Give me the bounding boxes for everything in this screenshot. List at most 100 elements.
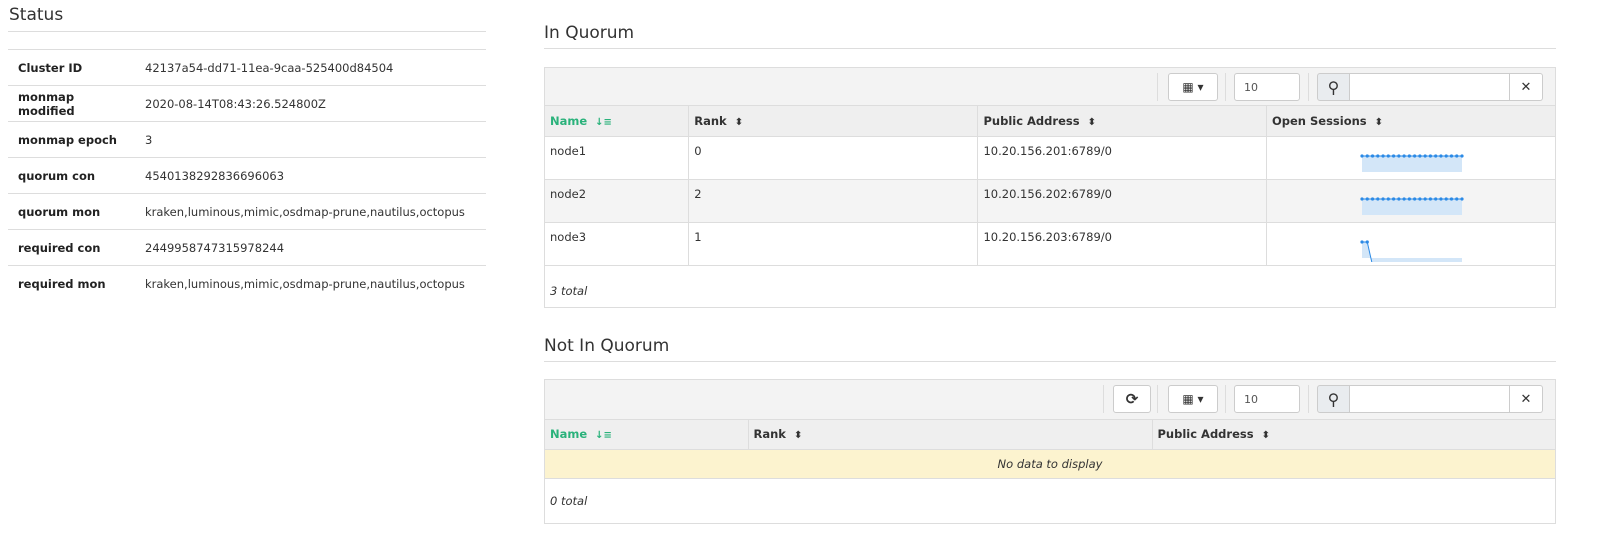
status-value: 2020-08-14T08:43:26.524800Z xyxy=(135,85,486,122)
sparkline-point xyxy=(1413,153,1417,158)
status-row: monmap epoch 3 xyxy=(8,121,486,158)
clear-search-button[interactable]: ✕ xyxy=(1510,73,1543,101)
sparkline-point xyxy=(1455,196,1459,201)
column-header-rank[interactable]: Rank ⬍ xyxy=(688,106,979,137)
status-key: quorum con xyxy=(8,157,135,194)
not-in-quorum-panel: ⟳ ▦ ▾ 10 ⚲ ✕ Name ↓≡ Rank ⬍ Public Address ⬍… xyxy=(544,379,1556,524)
column-header-public-address[interactable]: Public Address ⬍ xyxy=(1152,420,1555,450)
sparkline-point xyxy=(1434,153,1438,158)
clear-search-button[interactable]: ✕ xyxy=(1510,385,1543,413)
sparkline-point xyxy=(1376,196,1380,201)
sparkline-point xyxy=(1402,196,1406,201)
node-name-link[interactable]: node1 xyxy=(545,136,690,180)
sort-icon: ⬍ xyxy=(1374,116,1384,128)
sparkline-point xyxy=(1449,196,1454,201)
sparkline-point xyxy=(1397,196,1401,201)
sparkline-point xyxy=(1418,153,1422,158)
column-header-name[interactable]: Name ↓≡ xyxy=(545,106,690,137)
divider xyxy=(544,48,1556,49)
status-row: Cluster ID 42137a54-dd71-11ea-9caa-525400… xyxy=(8,49,486,86)
sort-icon: ⬍ xyxy=(734,116,744,128)
search-icon: ⚲ xyxy=(1317,385,1350,413)
column-toggle-button[interactable]: ▦ ▾ xyxy=(1168,73,1218,101)
sessions-cell xyxy=(1266,222,1555,267)
sparkline-point xyxy=(1381,196,1385,201)
address-cell: 10.20.156.203:6789/0 xyxy=(977,222,1267,266)
rank-cell: 0 xyxy=(688,136,979,180)
refresh-icon: ⟳ xyxy=(1125,390,1139,408)
sparkline-point xyxy=(1423,153,1427,158)
sparkline-point xyxy=(1365,196,1369,201)
status-value: 42137a54-dd71-11ea-9caa-525400d84504 xyxy=(135,49,486,86)
address-cell: 10.20.156.202:6789/0 xyxy=(977,179,1267,223)
status-table: Cluster ID 42137a54-dd71-11ea-9caa-525400… xyxy=(8,49,486,302)
sort-asc-icon: ↓≡ xyxy=(595,116,612,128)
in-quorum-title: In Quorum xyxy=(544,23,635,43)
status-title: Status xyxy=(9,5,64,25)
sort-icon: ⬍ xyxy=(793,430,803,442)
column-toggle-button[interactable]: ▦ ▾ xyxy=(1168,385,1218,413)
node-name-link[interactable]: node3 xyxy=(545,222,690,266)
status-value: 4540138292836696063 xyxy=(135,157,486,194)
page-limit-input[interactable]: 10 xyxy=(1234,73,1300,101)
node-name-link[interactable]: node2 xyxy=(545,179,690,223)
page-limit-input[interactable]: 10 xyxy=(1234,385,1300,413)
status-key: monmap epoch xyxy=(8,121,135,158)
address-cell: 10.20.156.201:6789/0 xyxy=(977,136,1267,180)
sparkline-point xyxy=(1434,196,1438,201)
status-key: monmap modified xyxy=(8,85,135,122)
status-key: quorum mon xyxy=(8,193,135,230)
in-quorum-table: Name ↓≡ Rank ⬍ Public Address ⬍ Open Sessio… xyxy=(545,106,1555,267)
sparkline-point xyxy=(1370,153,1375,158)
not-in-quorum-title: Not In Quorum xyxy=(544,336,670,356)
sparkline-point xyxy=(1376,153,1380,158)
table-row: node2 2 10.20.156.202:6789/0 xyxy=(545,179,1555,223)
column-header-rank[interactable]: Rank ⬍ xyxy=(748,420,1153,450)
empty-message: No data to display xyxy=(545,449,1555,479)
rank-cell: 1 xyxy=(688,222,979,266)
sparkline-point xyxy=(1360,153,1364,158)
sessions-cell xyxy=(1266,136,1555,180)
status-value: kraken,luminous,mimic,osdmap-prune,nauti… xyxy=(135,265,486,302)
sparkline-point xyxy=(1460,196,1464,201)
refresh-button[interactable]: ⟳ xyxy=(1113,385,1151,413)
table-footer-total: 0 total xyxy=(550,494,588,508)
search-input[interactable] xyxy=(1350,73,1510,101)
sparkline-area xyxy=(1362,155,1462,172)
sparkline-point xyxy=(1391,153,1396,158)
sparkline-area xyxy=(1362,198,1462,215)
sort-icon: ⬍ xyxy=(1261,430,1270,442)
column-header-open-sessions[interactable]: Open Sessions ⬍ xyxy=(1266,106,1555,137)
divider xyxy=(8,31,486,32)
search-input[interactable] xyxy=(1350,385,1510,413)
sparkline-point xyxy=(1397,153,1401,158)
status-key: Cluster ID xyxy=(8,49,135,86)
open-sessions-sparkline xyxy=(1360,239,1464,267)
sparkline-area xyxy=(1362,241,1462,265)
sparkline-point xyxy=(1413,196,1417,201)
status-row: quorum con 4540138292836696063 xyxy=(8,157,486,194)
status-row: monmap modified 2020-08-14T08:43:26.52480… xyxy=(8,85,486,122)
sparkline-point xyxy=(1444,196,1448,201)
sparkline-point xyxy=(1360,239,1364,244)
sessions-cell xyxy=(1266,179,1555,223)
sparkline-point xyxy=(1455,153,1459,158)
sparkline-point xyxy=(1444,153,1448,158)
status-row: required mon kraken,luminous,mimic,osdmap… xyxy=(8,265,486,302)
sparkline-point xyxy=(1423,196,1427,201)
sparkline-point xyxy=(1418,196,1422,201)
sparkline-point xyxy=(1449,153,1454,158)
sparkline-point xyxy=(1391,196,1396,201)
sparkline-point xyxy=(1386,196,1390,201)
sort-icon: ⬍ xyxy=(1087,116,1096,128)
sparkline-point xyxy=(1381,153,1385,158)
column-header-public-address[interactable]: Public Address ⬍ xyxy=(977,106,1267,137)
column-header-name[interactable]: Name ↓≡ xyxy=(545,420,749,450)
sparkline-point xyxy=(1402,153,1406,158)
sort-asc-icon: ↓≡ xyxy=(595,430,612,442)
status-key: required mon xyxy=(8,265,135,302)
status-row: quorum mon kraken,luminous,mimic,osdmap-p… xyxy=(8,193,486,230)
table-footer-total: 3 total xyxy=(550,284,588,298)
table-icon: ▦ ▾ xyxy=(1182,392,1204,406)
table-row: node1 0 10.20.156.201:6789/0 xyxy=(545,136,1555,180)
